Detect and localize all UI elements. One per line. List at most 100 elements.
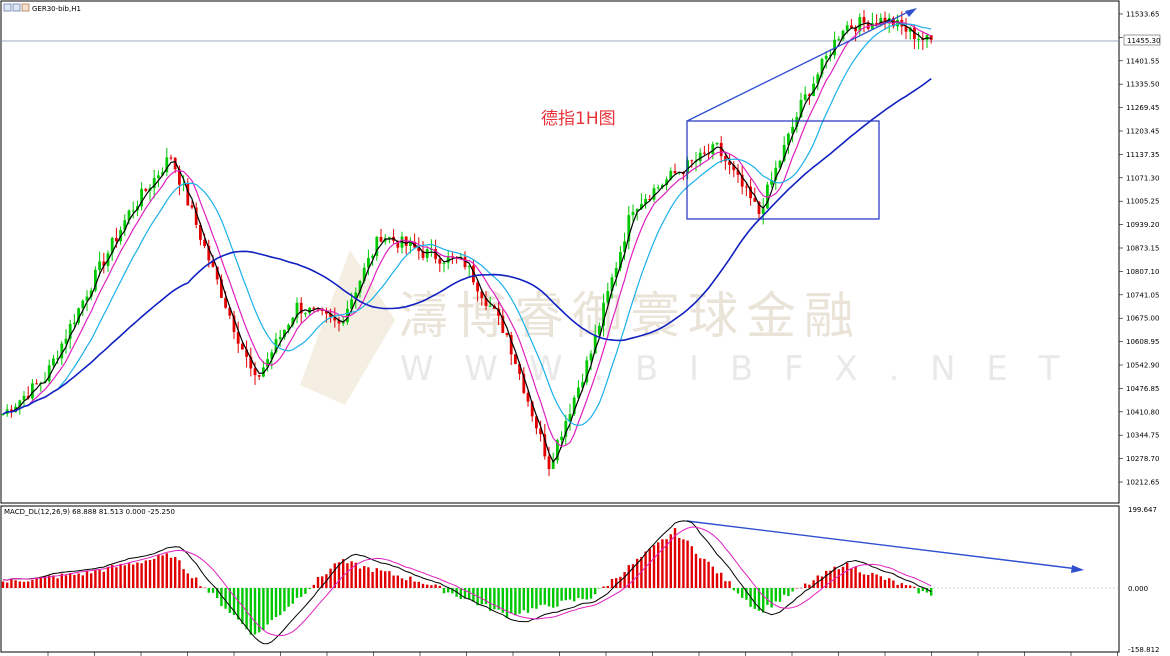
candle-body	[732, 164, 736, 171]
macd-bar	[707, 561, 710, 588]
macd-bar	[31, 580, 34, 588]
candle-body	[703, 152, 706, 154]
macd-bar	[333, 563, 336, 588]
macd-bar	[724, 581, 727, 588]
macd-bar	[111, 565, 114, 588]
macd-bar	[140, 563, 143, 588]
candle-body	[375, 236, 379, 256]
macd-bar	[169, 557, 173, 588]
macd-bar	[69, 573, 72, 588]
symbol-icon	[3, 3, 12, 12]
macd-bar	[207, 588, 210, 593]
main-chart-frame	[0, 0, 1120, 504]
candle-body	[589, 353, 593, 361]
macd-bar	[430, 585, 433, 588]
macd-bar	[224, 588, 227, 609]
candle-body	[803, 94, 807, 100]
macd-bar	[736, 588, 740, 594]
macd-bar	[837, 569, 840, 588]
macd-bar	[547, 588, 551, 607]
candle-body	[249, 356, 253, 369]
macd-bar	[195, 577, 198, 588]
candle-body	[283, 329, 286, 338]
candle-body	[203, 239, 206, 247]
macd-bar	[610, 578, 614, 588]
macd-bar	[497, 588, 500, 610]
macd-bar	[648, 548, 651, 588]
price-tick-label: 10344.75	[1126, 432, 1159, 440]
candle-body	[795, 116, 799, 127]
macd-axis-zero: 0.000	[1128, 585, 1148, 593]
macd-divergence-arrow	[686, 520, 1084, 573]
macd-bar	[295, 588, 299, 598]
macd-bar	[468, 588, 471, 600]
macd-bar	[841, 566, 845, 588]
macd-bar	[568, 588, 572, 600]
macd-bar	[875, 574, 878, 588]
price-tick-label: 11203.45	[1126, 128, 1159, 136]
candle-body	[123, 220, 127, 230]
macd-bar	[48, 575, 51, 588]
candle-body	[602, 302, 605, 326]
macd-bar	[862, 574, 866, 588]
macd-bar	[64, 575, 68, 588]
macd-bar	[808, 584, 811, 588]
candle-body	[854, 27, 857, 32]
macd-bar	[518, 588, 521, 614]
candle-body	[232, 315, 236, 332]
macd-bar	[291, 588, 294, 604]
candle-body	[757, 201, 761, 214]
candle-body	[799, 99, 803, 117]
candle-body	[845, 25, 849, 31]
macd-bar	[203, 587, 206, 589]
macd-bar	[388, 571, 391, 588]
candle-body	[564, 421, 568, 437]
macd-bar	[190, 578, 194, 588]
candle-body	[152, 177, 156, 189]
candle-body	[526, 392, 530, 402]
macd-bar	[400, 578, 404, 588]
macd-bar	[228, 588, 231, 613]
watermark-cn: 濤博睿御寰球金融	[398, 287, 862, 345]
macd-bar	[10, 578, 13, 588]
candle-body	[299, 302, 303, 314]
macd-bar	[157, 555, 160, 588]
candle-body	[110, 238, 114, 254]
chart-annotation: 德指1H图	[541, 109, 616, 129]
macd-bar	[421, 583, 425, 588]
macd-bar	[573, 588, 576, 602]
macd-bar	[850, 568, 853, 588]
price-tick-label: 11335.50	[1126, 81, 1159, 89]
macd-bar	[531, 588, 534, 609]
macd-bar	[783, 588, 786, 595]
candle-body	[514, 354, 517, 364]
candle-body	[434, 248, 437, 260]
candle-body	[287, 324, 290, 330]
macd-bar	[442, 588, 446, 594]
macd-bar	[220, 588, 223, 607]
candle-body	[295, 302, 299, 318]
candle-body	[929, 35, 933, 40]
candle-body	[698, 152, 702, 162]
macd-bar	[127, 563, 131, 588]
macd-bar	[577, 588, 580, 598]
macd-bar	[258, 588, 261, 633]
macd-bar	[640, 556, 643, 588]
macd-bar	[396, 575, 399, 588]
macd-bar	[106, 566, 110, 588]
candle-body	[337, 320, 341, 324]
candle-body	[81, 300, 85, 309]
chart-header: GER30-bib,H1	[3, 3, 81, 13]
macd-bar	[174, 557, 177, 588]
candle-body	[388, 236, 391, 239]
candle-body	[837, 39, 841, 41]
macd-bar	[753, 588, 756, 609]
candle-body	[753, 198, 757, 202]
candle-body	[304, 313, 307, 315]
watermark-logo	[300, 250, 395, 405]
candle-body	[644, 198, 647, 204]
candle-body	[770, 179, 773, 185]
candle-body	[858, 17, 862, 32]
macd-bar	[102, 571, 105, 588]
macd-bar	[703, 558, 706, 588]
